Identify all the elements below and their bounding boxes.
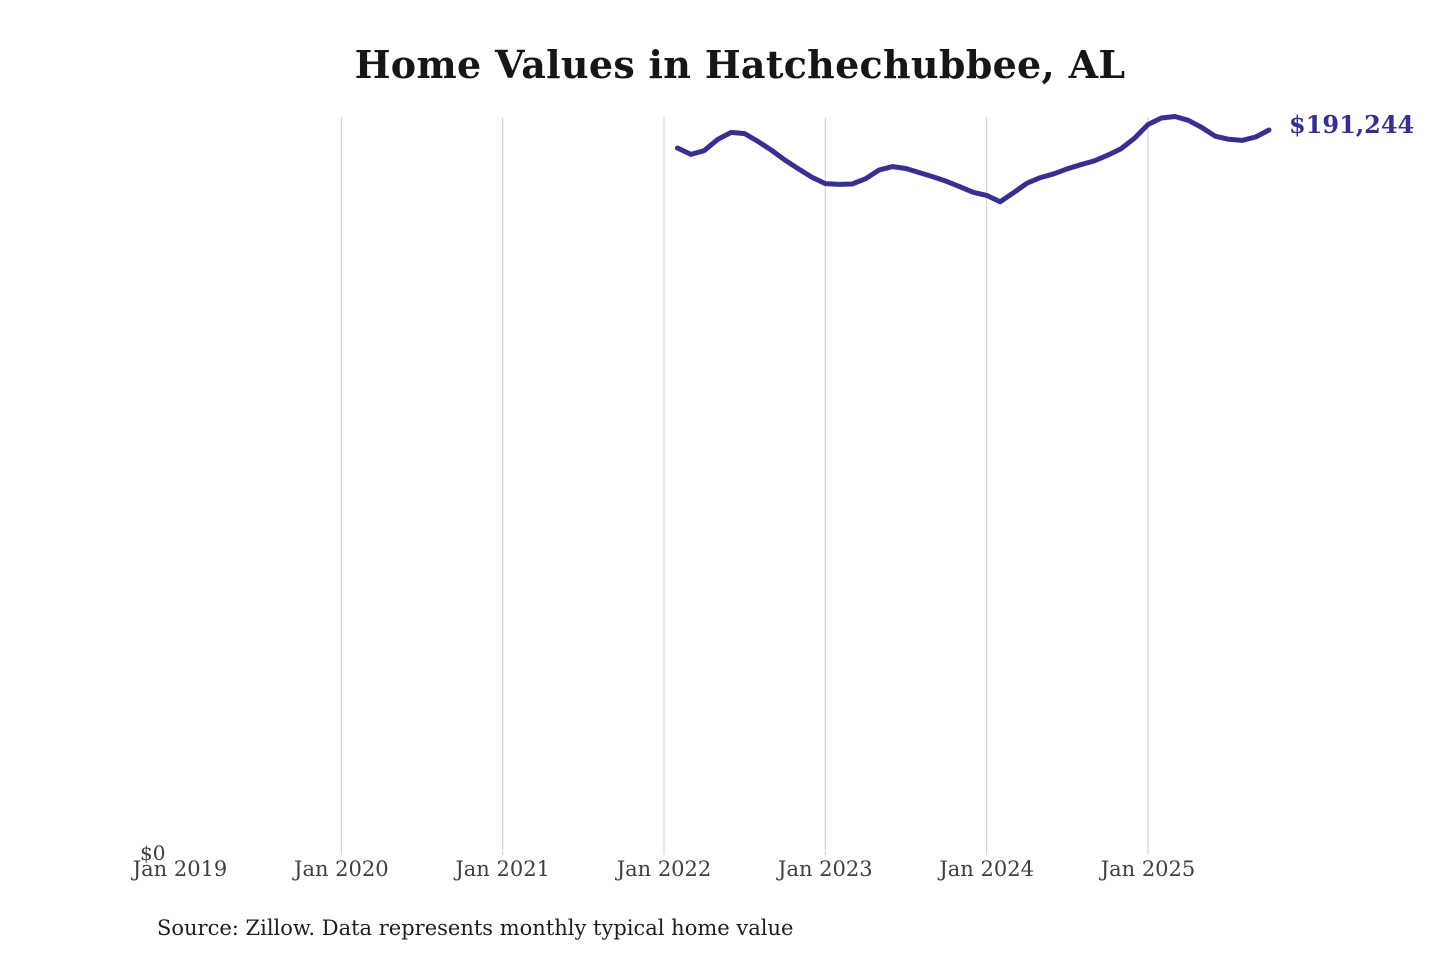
x-tick-label: Jan 2021 (455, 857, 550, 881)
home-value-line (674, 114, 1272, 205)
x-tick-label: Jan 2022 (616, 857, 712, 881)
x-tick-label: Jan 2019 (132, 857, 228, 881)
x-tick-label: Jan 2024 (939, 857, 1034, 881)
source-note: Source: Zillow. Data represents monthly … (157, 916, 794, 940)
x-tick-label: Jan 2020 (294, 857, 389, 881)
chart-title: Home Values in Hatchechubbee, AL (354, 42, 1126, 87)
y-axis-zero-label: $0 (140, 841, 166, 865)
x-tick-label: Jan 2023 (778, 857, 873, 881)
current-value-label: $191,244 (1289, 110, 1415, 139)
x-tick-label: Jan 2025 (1100, 857, 1196, 881)
